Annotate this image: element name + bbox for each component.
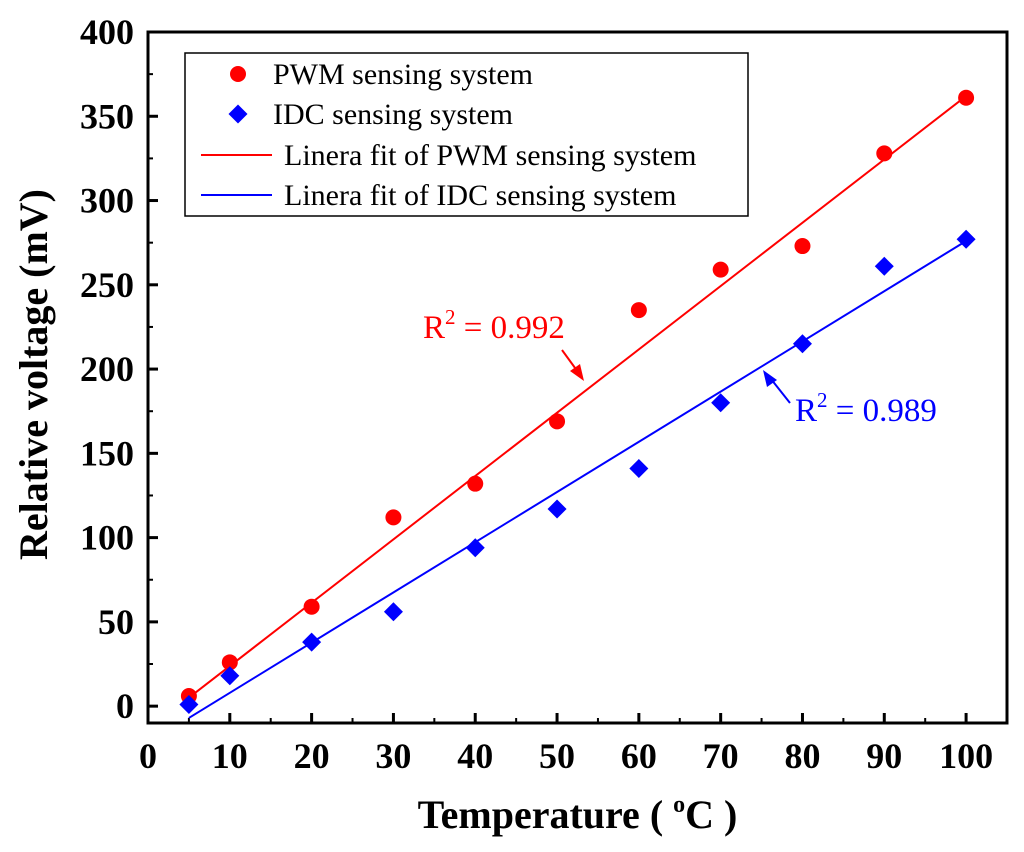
- legend-box: [184, 52, 749, 217]
- idc-data-point: [711, 393, 731, 413]
- y-tick-label: 50: [98, 602, 134, 642]
- x-tick-label: 0: [139, 736, 157, 776]
- x-tick-label: 80: [784, 736, 820, 776]
- r2-pwm-label: R2 = 0.992: [423, 305, 565, 346]
- y-tick-label: 0: [116, 686, 134, 726]
- idc-data-point: [956, 229, 976, 249]
- legend-pwm-swatch: [230, 66, 246, 82]
- pwm-data-point: [467, 475, 484, 492]
- y-tick-label: 400: [80, 12, 134, 52]
- idc-data-point: [874, 256, 894, 276]
- x-tick-label: 90: [866, 736, 902, 776]
- idc-data-point: [179, 694, 199, 714]
- pwm-data-point: [303, 598, 320, 615]
- idc-data-point: [220, 666, 240, 686]
- r2-pwm-label-value: = 0.992: [456, 310, 565, 346]
- x-tick-label: 10: [212, 736, 248, 776]
- x-axis-title-unit: C ): [685, 792, 737, 837]
- r2-idc-arrow-head: [763, 370, 777, 387]
- y-tick-label: 200: [80, 349, 134, 389]
- y-axis-title: Relative voltage (mV): [11, 189, 56, 560]
- x-tick-label: 30: [375, 736, 411, 776]
- x-tick-label: 60: [621, 736, 657, 776]
- r2-pwm-label-base: R: [423, 310, 445, 346]
- idc-data-point: [792, 334, 812, 354]
- r2-pwm-label-sup: 2: [445, 305, 456, 329]
- x-tick-label: 40: [457, 736, 493, 776]
- x-axis-title-part: Temperature (: [418, 792, 674, 837]
- r2-pwm-arrow-head: [570, 364, 584, 381]
- x-tick-label: 100: [939, 736, 993, 776]
- idc-data-point: [629, 459, 649, 479]
- x-tick-label: 70: [703, 736, 739, 776]
- y-tick-label: 150: [80, 433, 134, 473]
- idc-data-point: [302, 632, 322, 652]
- pwm-data-point: [876, 145, 893, 162]
- x-axis-title: Temperature ( oC ): [418, 792, 738, 837]
- pwm-data-point: [385, 509, 402, 526]
- legend-pwm-fit-label: Linera fit of PWM sensing system: [284, 139, 696, 172]
- r2-idc-label-sup: 2: [817, 388, 828, 412]
- legend-idc-label: IDC sensing system: [273, 98, 513, 131]
- pwm-data-point: [712, 261, 729, 278]
- legend: PWM sensing system IDC sensing system Line…: [184, 52, 749, 217]
- pwm-data-point: [794, 238, 811, 255]
- x-tick-label: 50: [539, 736, 575, 776]
- x-tick-label: 20: [294, 736, 330, 776]
- y-tick-label: 350: [80, 96, 134, 136]
- pwm-data-point: [958, 89, 975, 106]
- x-axis-title-degree: o: [673, 792, 685, 818]
- y-tick-label: 250: [80, 265, 134, 305]
- idc-data-point: [465, 538, 485, 558]
- pwm-data-point: [630, 302, 647, 319]
- r2-idc-label-base: R: [795, 393, 817, 429]
- legend-idc-swatch: [228, 104, 248, 124]
- idc-data-point: [383, 602, 403, 622]
- r2-idc-label: R2 = 0.989: [795, 388, 937, 429]
- pwm-data-point: [549, 413, 566, 430]
- y-tick-label: 100: [80, 518, 134, 558]
- pwm-data-point: [221, 654, 238, 671]
- r2-idc-label-value: = 0.989: [828, 393, 937, 429]
- pwm-fit-line: [188, 95, 967, 699]
- fit-lines: [188, 95, 967, 719]
- r2-idc-arrow-line: [770, 378, 791, 404]
- data-points: [179, 89, 976, 714]
- plot-frame: [146, 30, 1009, 725]
- idc-fit-line: [188, 240, 967, 719]
- legend-pwm-label: PWM sensing system: [273, 58, 533, 91]
- legend-idc-fit-label: Linera fit of IDC sensing system: [284, 179, 676, 212]
- idc-data-point: [547, 499, 567, 519]
- y-tick-label: 300: [80, 181, 134, 221]
- axes: 0 10 20 30 40 50 60 70 80 90 100 0 50 100 150 200 250 300…: [11, 12, 1009, 837]
